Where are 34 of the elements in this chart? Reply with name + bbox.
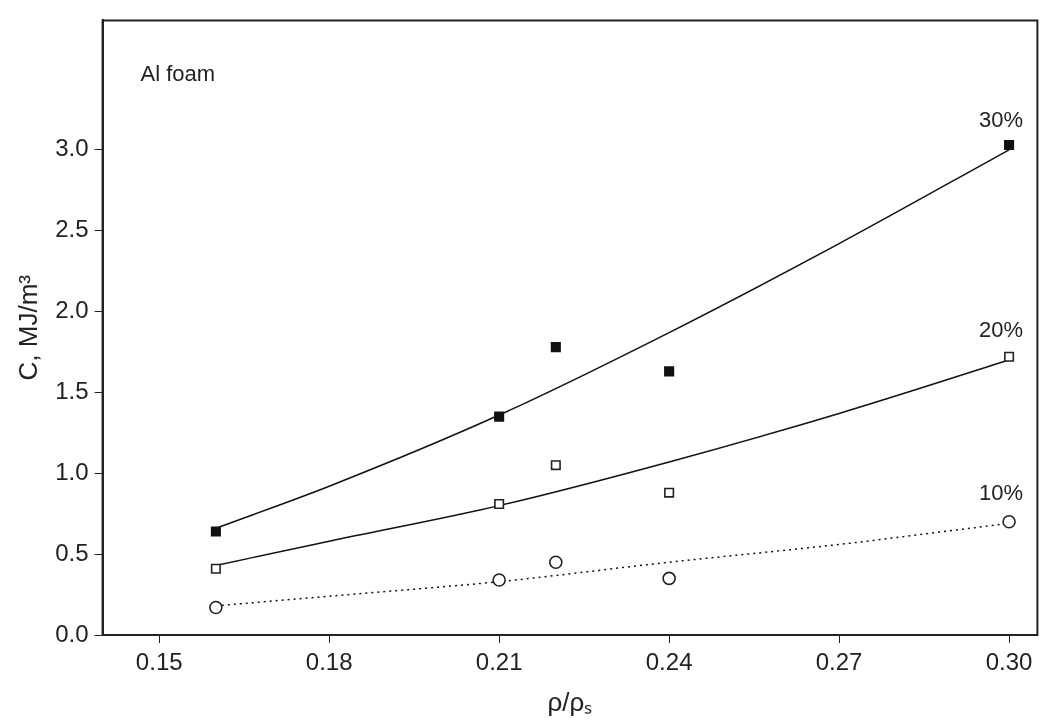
x-tick-label: 0.21 <box>475 648 523 676</box>
annotation: Al foam <box>140 61 216 87</box>
point <box>494 498 505 510</box>
point <box>550 342 561 353</box>
x-tick-label: 0.30 <box>985 648 1033 676</box>
point <box>1004 139 1015 150</box>
y-tick-label: 3.0 <box>55 134 89 162</box>
point <box>494 411 505 422</box>
y-tick-label: 1.5 <box>55 377 89 405</box>
point <box>1004 351 1015 362</box>
point <box>1002 514 1016 529</box>
x-tick-label: 0.15 <box>135 648 183 676</box>
y-tick-label: 2.5 <box>55 215 89 243</box>
point <box>550 460 561 471</box>
series-label: 30% <box>979 106 1024 132</box>
x-tick-label: 0.27 <box>815 648 863 676</box>
point <box>209 600 223 615</box>
point <box>210 526 221 537</box>
x-tick-label: 0.18 <box>305 648 353 676</box>
series-label: 10% <box>979 480 1024 506</box>
point <box>210 563 221 574</box>
point <box>549 555 563 570</box>
y-tick-label: 2.0 <box>55 296 89 324</box>
point <box>662 571 676 586</box>
point <box>492 573 506 587</box>
point <box>664 487 675 498</box>
point <box>664 366 675 377</box>
series-label: 20% <box>979 317 1024 343</box>
y-tick-label: 0.0 <box>55 619 89 647</box>
y-axis-title: C, MJ/m³ <box>12 274 43 381</box>
x-axis-title: ρ/ρₛ <box>547 686 593 717</box>
y-tick-label: 0.5 <box>55 538 89 566</box>
x-tick-label: 0.24 <box>645 648 693 676</box>
y-tick-label: 1.0 <box>55 457 89 485</box>
